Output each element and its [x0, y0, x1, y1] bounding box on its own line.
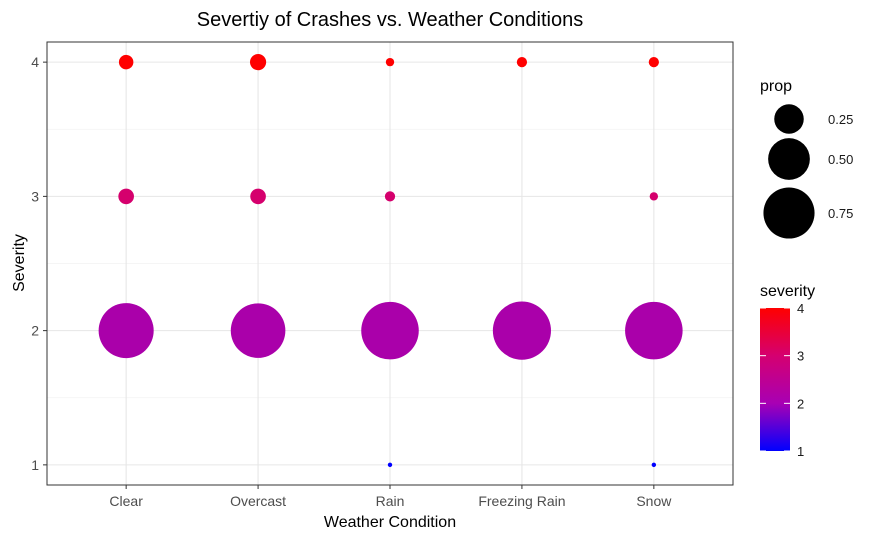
y-tick-label: 2	[31, 323, 39, 339]
data-point	[384, 191, 396, 202]
data-point	[118, 188, 134, 205]
color-legend-label: 4	[797, 301, 804, 316]
size-legend-key	[774, 104, 804, 134]
color-legend-bar	[760, 308, 790, 451]
x-tick-label: Overcast	[230, 493, 286, 509]
size-legend-label: 0.75	[828, 206, 853, 221]
data-point	[250, 188, 266, 205]
grid-lines	[47, 42, 733, 485]
data-point	[516, 57, 528, 68]
data-point	[649, 192, 659, 201]
x-tick-label: Clear	[109, 493, 143, 509]
data-point	[230, 303, 286, 358]
data-point	[249, 54, 267, 71]
y-tick-label: 3	[31, 188, 39, 204]
y-axis-title: Severity	[11, 234, 28, 292]
size-legend-key	[763, 187, 815, 239]
data-point	[648, 57, 659, 68]
data-point	[492, 301, 551, 360]
data-point	[118, 54, 134, 70]
color-legend: 1 2 3 4	[760, 301, 804, 459]
size-legend-label: 0.25	[828, 112, 853, 127]
color-legend-label: 2	[797, 396, 804, 411]
data-point	[385, 57, 395, 67]
data-point	[98, 303, 154, 359]
x-tick-label: Freezing Rain	[478, 493, 565, 509]
y-tick-label: 4	[31, 54, 39, 70]
color-legend-label: 1	[797, 444, 804, 459]
color-legend-title: severity	[760, 283, 815, 300]
data-point	[361, 301, 419, 360]
y-axis-ticks: 1 2 3 4	[31, 54, 47, 473]
data-point	[625, 301, 683, 360]
size-legend: 0.25 0.50 0.75	[763, 104, 853, 239]
chart-title: Severtiy of Crashes vs. Weather Conditio…	[197, 9, 583, 31]
size-legend-title: prop	[760, 78, 792, 95]
y-tick-label: 1	[31, 457, 39, 473]
color-legend-label: 3	[797, 349, 804, 364]
size-legend-key	[768, 138, 810, 180]
data-point	[651, 462, 657, 468]
data-point	[387, 462, 393, 468]
data-points	[98, 54, 683, 468]
size-legend-label: 0.50	[828, 152, 853, 167]
x-tick-label: Rain	[376, 493, 405, 509]
x-axis-title: Weather Condition	[324, 514, 456, 531]
x-axis-ticks: Clear Overcast Rain Freezing Rain Snow	[109, 485, 672, 509]
x-tick-label: Snow	[636, 493, 672, 509]
